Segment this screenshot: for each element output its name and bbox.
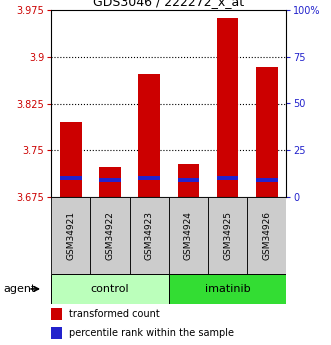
- Text: control: control: [91, 284, 129, 294]
- Text: percentile rank within the sample: percentile rank within the sample: [69, 328, 234, 338]
- Text: GSM34926: GSM34926: [262, 211, 271, 260]
- Text: imatinib: imatinib: [205, 284, 250, 294]
- Text: GSM34923: GSM34923: [145, 211, 154, 260]
- Text: GSM34924: GSM34924: [184, 211, 193, 260]
- Bar: [178, 178, 199, 181]
- Title: GDS3046 / 222272_x_at: GDS3046 / 222272_x_at: [93, 0, 244, 8]
- Text: GSM34925: GSM34925: [223, 211, 232, 260]
- Bar: [51, 327, 62, 339]
- Bar: [138, 74, 160, 197]
- Bar: [130, 197, 169, 274]
- Bar: [256, 68, 277, 197]
- Bar: [60, 176, 82, 180]
- Bar: [51, 197, 90, 274]
- Bar: [169, 197, 208, 274]
- Text: GSM34921: GSM34921: [67, 211, 75, 260]
- Bar: [51, 274, 169, 304]
- Bar: [217, 18, 238, 197]
- Bar: [178, 164, 199, 197]
- Text: GSM34922: GSM34922: [106, 211, 115, 260]
- Bar: [99, 167, 121, 197]
- Bar: [208, 197, 247, 274]
- Bar: [90, 197, 130, 274]
- Text: agent: agent: [3, 284, 36, 294]
- Text: transformed count: transformed count: [69, 309, 160, 319]
- Bar: [169, 274, 286, 304]
- Bar: [60, 122, 82, 197]
- Bar: [51, 308, 62, 320]
- Bar: [138, 176, 160, 180]
- Bar: [217, 176, 238, 180]
- Bar: [247, 197, 286, 274]
- Bar: [99, 178, 121, 181]
- Bar: [256, 178, 277, 181]
